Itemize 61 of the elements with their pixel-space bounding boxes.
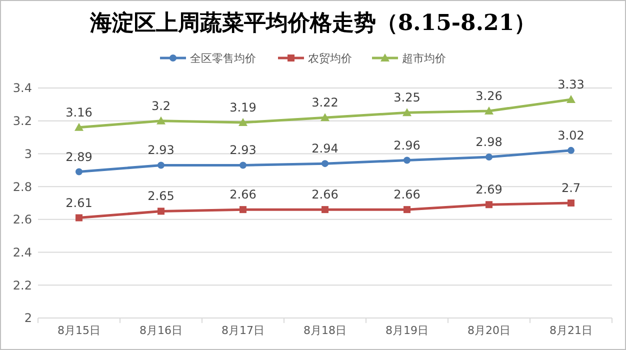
point [486, 201, 492, 208]
x-tick-label: 8月21日 [550, 324, 592, 337]
x-tick-label: 8月19日 [386, 324, 428, 337]
point [320, 113, 330, 122]
data-label: 2.69 [476, 182, 502, 197]
legend-label: 全区零售均价 [190, 52, 256, 65]
data-label: 2.65 [148, 189, 174, 204]
y-tick-label: 3.2 [12, 114, 32, 128]
chart-title: 海淀区上周蔬菜平均价格走势（8.15-8.21） [88, 10, 536, 36]
data-label: 3.26 [476, 89, 502, 103]
data-label: 3.02 [558, 128, 584, 142]
data-label: 2.7 [561, 181, 581, 195]
data-label: 3.22 [312, 96, 338, 110]
point [486, 154, 492, 160]
point [404, 206, 410, 214]
data-label: 3.25 [394, 90, 420, 105]
point [404, 156, 410, 164]
y-tick-label: 2.6 [12, 212, 32, 227]
data-label: 2.93 [230, 143, 256, 158]
point [566, 95, 576, 103]
point [322, 206, 328, 214]
point [76, 168, 82, 176]
data-label: 3.19 [230, 100, 256, 114]
y-tick-label: 2.4 [12, 245, 32, 260]
point [74, 122, 84, 131]
data-label: 2.93 [148, 143, 174, 158]
y-tick-label: 2.2 [12, 278, 32, 292]
data-label: 2.94 [312, 142, 338, 156]
point [158, 162, 164, 169]
data-label: 2.66 [230, 188, 256, 202]
x-tick-label: 8月18日 [304, 324, 346, 337]
point [76, 214, 82, 222]
point [568, 146, 574, 154]
x-tick-label: 8月15日 [58, 324, 100, 337]
x-tick-label: 8月16日 [140, 324, 182, 337]
data-label: 2.66 [394, 188, 420, 202]
x-tick-label: 8月17日 [222, 324, 264, 337]
data-label: 2.89 [66, 150, 92, 164]
data-label: 2.61 [66, 196, 92, 210]
y-tick-label: 2 [24, 311, 32, 326]
data-label: 3.16 [66, 105, 92, 120]
legend-label: 农贸均价 [308, 52, 352, 65]
point [484, 106, 494, 114]
y-tick-label: 2.8 [12, 180, 32, 194]
data-label: 2.66 [312, 188, 338, 202]
x-tick-label: 8月20日 [468, 324, 510, 337]
data-label: 3.2 [151, 98, 171, 113]
point [568, 200, 574, 206]
data-label: 2.96 [394, 138, 420, 152]
point [402, 108, 412, 116]
point [238, 118, 248, 126]
point [240, 162, 246, 169]
legend-label: 超市均价 [402, 52, 446, 65]
y-tick-label: 3.4 [12, 81, 32, 96]
point [240, 206, 246, 214]
point [322, 160, 328, 168]
data-label: 3.33 [558, 78, 584, 92]
data-label: 2.98 [476, 135, 502, 149]
y-tick-label: 3 [24, 146, 32, 161]
point [156, 116, 166, 124]
point [158, 208, 164, 215]
